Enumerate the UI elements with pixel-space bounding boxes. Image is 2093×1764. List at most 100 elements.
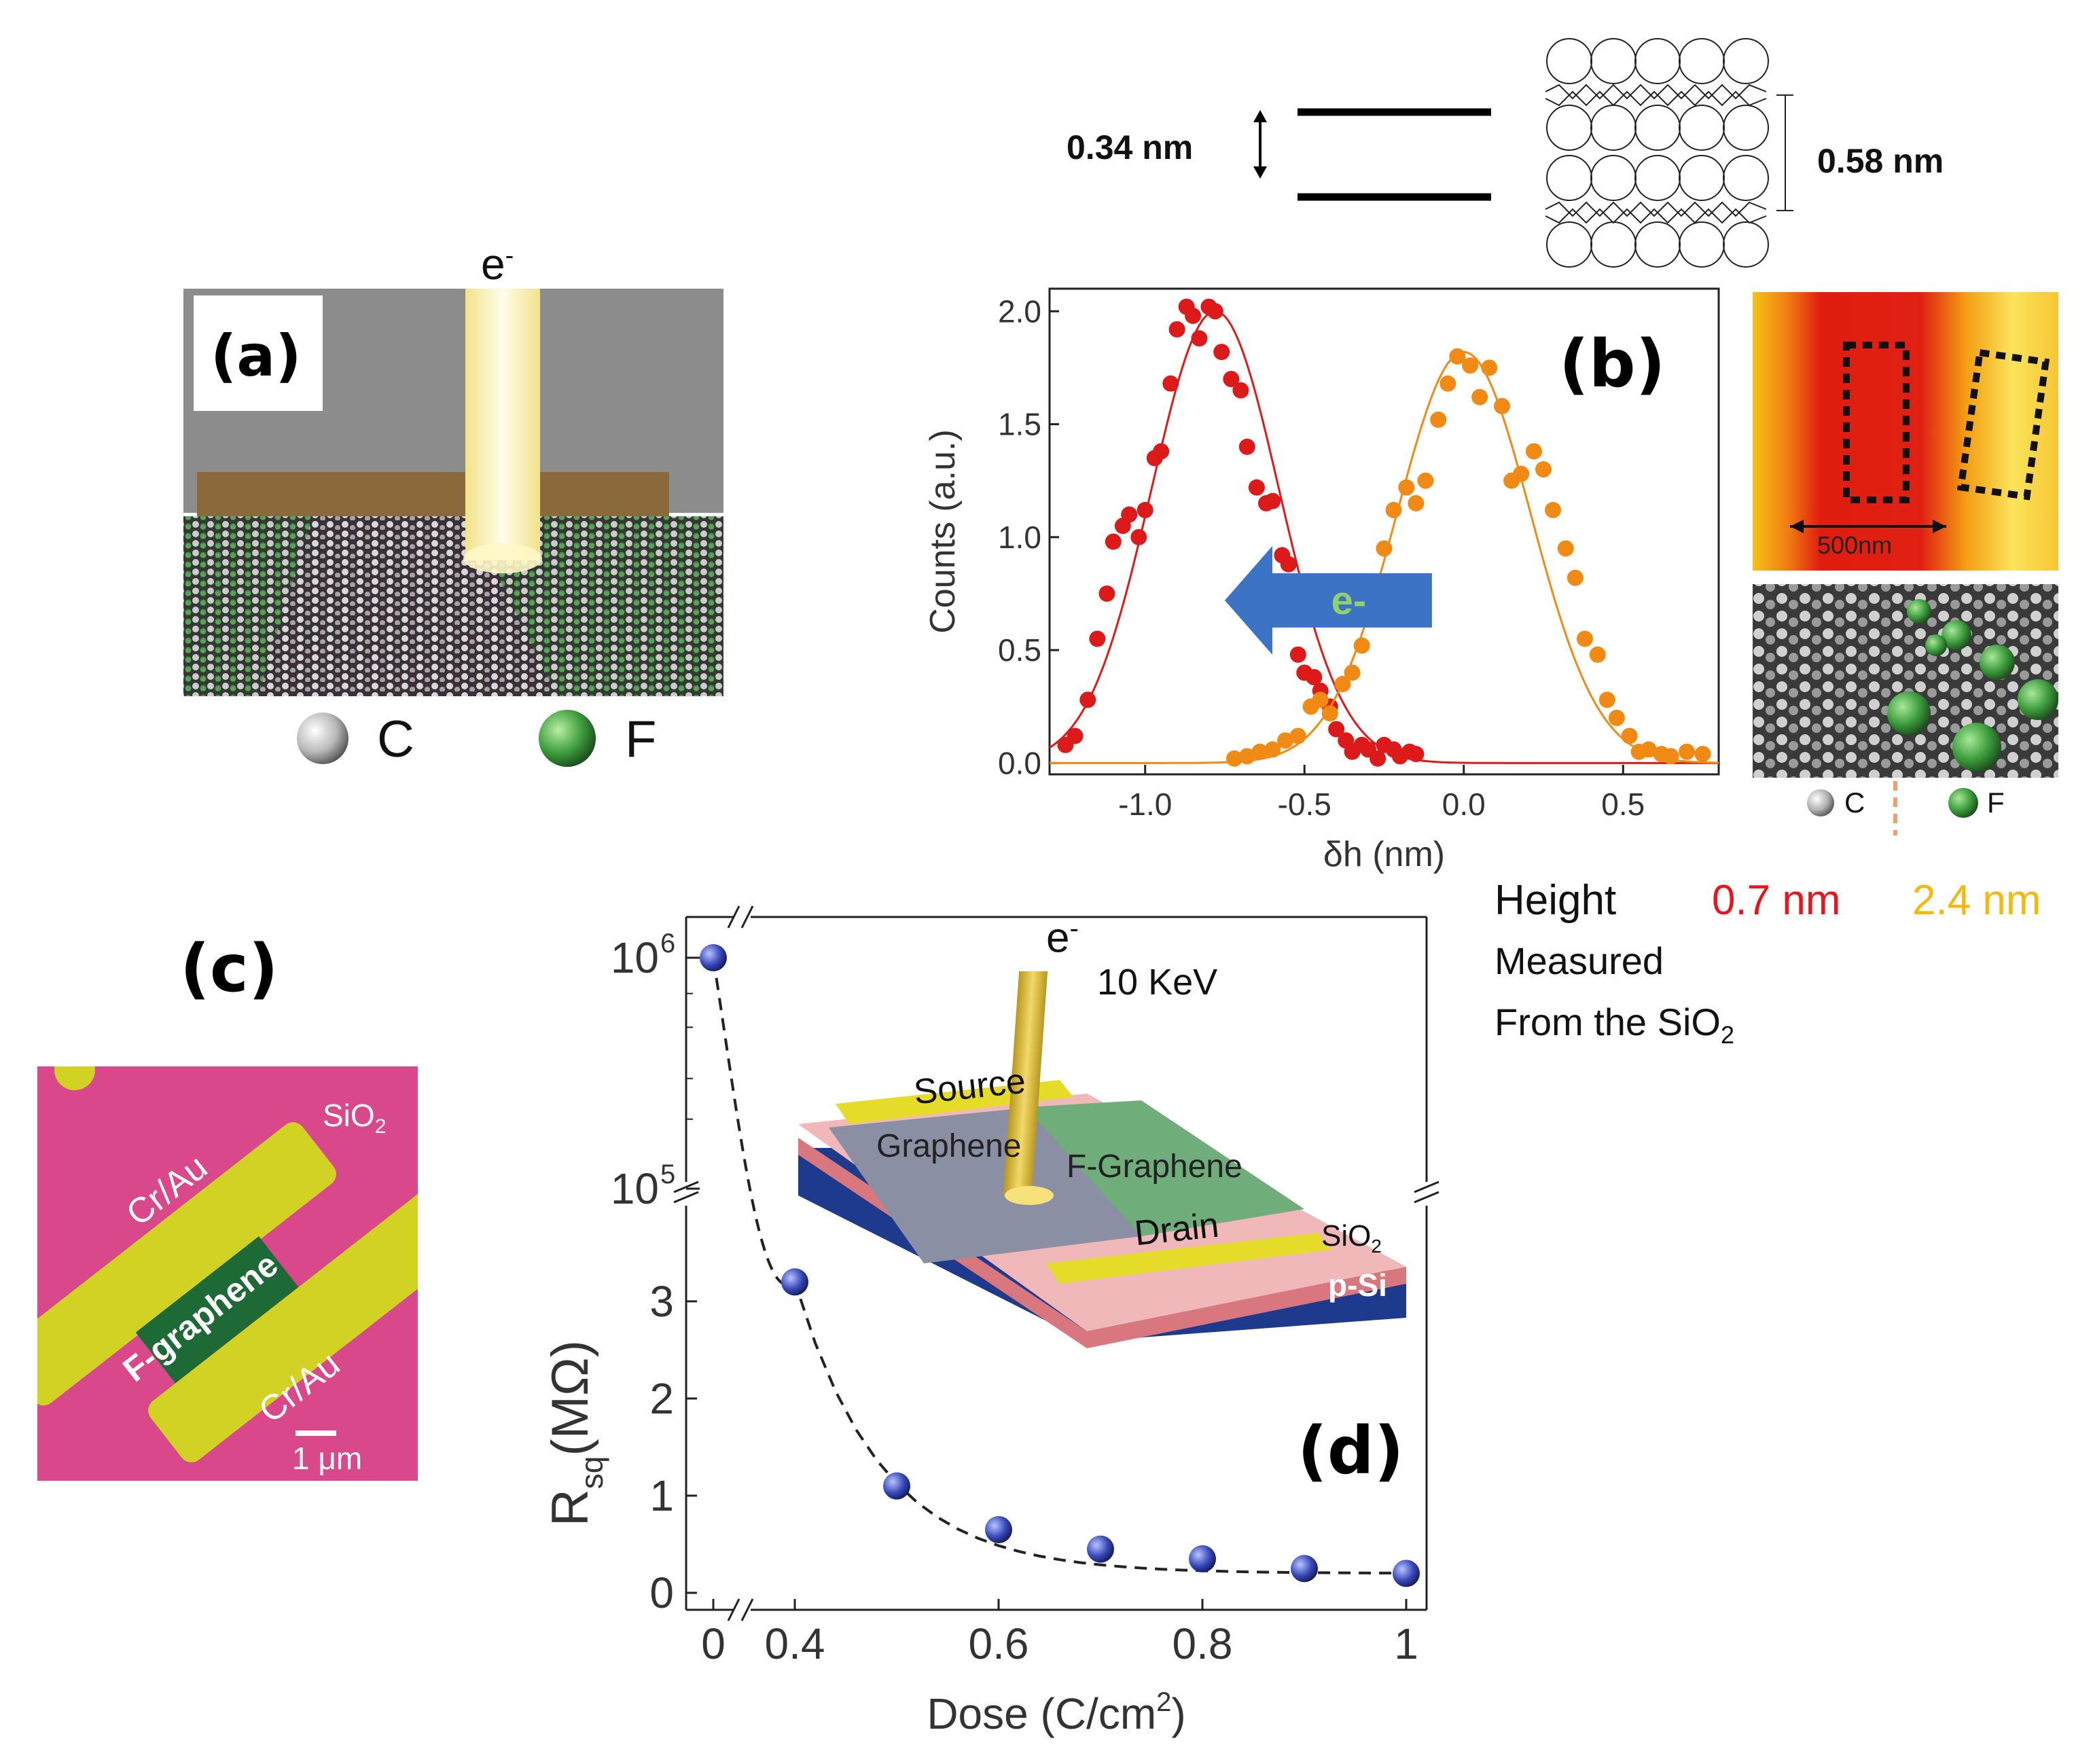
fluorographite-stack	[1545, 38, 1793, 268]
data-point-pristine	[1251, 743, 1268, 760]
data-point-pristine	[1226, 750, 1243, 767]
panel-a-legend-f: F	[625, 710, 657, 768]
inset-energy: 10 KeV	[1097, 962, 1218, 1003]
afm-and-lattice-images	[1753, 292, 2058, 1012]
data-point	[883, 1472, 910, 1500]
data-point-pristine	[1481, 359, 1498, 376]
legend-carbon-sphere	[297, 713, 348, 764]
panel-c-sio2: SiO2	[323, 1098, 387, 1138]
measured-line-2: From the SiO2	[1495, 1001, 1734, 1049]
panel-c-sem-image: SiO2 Cr/Au F-graphene Cr/Au 1 μm	[0, 1049, 484, 1481]
data-point-pristine	[1449, 348, 1466, 365]
height-value-fluorinated: 0.7 nm	[1712, 877, 1841, 924]
panel-b-label: (b)	[1559, 326, 1666, 402]
panel-a-fluorinated-region-left	[183, 516, 312, 696]
data-point-fluorinated	[1280, 556, 1297, 573]
lattice-image	[1753, 584, 2058, 778]
panel-b-chart: -1.0 -0.5 0.0 0.5 0.0 0.5 1.0 1.5 2.0 δh (nm) Coun…	[876, 278, 1732, 876]
axis-break-mark	[727, 1598, 740, 1621]
afm-scale-label: 500nm	[1817, 531, 1893, 559]
panel-d-inset: e- 10 KeV Source Graphene F-Graphene Dra…	[788, 914, 1427, 1358]
data-point-fluorinated	[1121, 506, 1138, 523]
height-value-pristine: 2.4 nm	[1912, 877, 2041, 924]
panel-a: (a) e- C F	[177, 240, 734, 788]
data-point-fluorinated	[1238, 438, 1255, 455]
x-tick-label: 0.5	[1601, 787, 1645, 822]
spacing-label-graphite: 0.34 nm	[1067, 128, 1194, 166]
data-point-pristine	[1694, 746, 1711, 763]
y-axis-label: Counts (a.u.)	[923, 429, 963, 634]
panel-c-label: (c)	[180, 931, 279, 1007]
data-point-fluorinated	[1162, 375, 1179, 392]
arrow-label: e-	[1331, 579, 1367, 623]
data-point-fluorinated	[1185, 307, 1202, 324]
data-point-fluorinated	[1306, 669, 1323, 685]
panel-a-legend-c: C	[377, 710, 414, 768]
inset-graphene: Graphene	[876, 1128, 1022, 1164]
axis-break-mark	[673, 1191, 699, 1204]
data-point	[1291, 1555, 1318, 1583]
panel-b-legend-f: F	[1987, 787, 2005, 818]
x-tick-label: 0.8	[1173, 1619, 1233, 1668]
data-point-fluorinated	[1232, 382, 1249, 399]
y-tick-exponent: 5	[660, 1159, 675, 1189]
data-point	[985, 1516, 1012, 1544]
y-tick-label: 1.5	[998, 407, 1041, 442]
data-point-fluorinated	[1370, 750, 1387, 767]
x-tick-label: -0.5	[1278, 787, 1331, 822]
legend-fluorine-sphere	[1948, 788, 1978, 818]
inset-beam-label: e-	[1046, 914, 1079, 962]
data-point-fluorinated	[1079, 691, 1096, 708]
axis-break-mark	[1414, 1181, 1439, 1193]
electron-flow-arrow	[1224, 545, 1432, 655]
data-point-fluorinated	[1223, 371, 1240, 388]
y-tick-label: 3	[649, 1277, 674, 1326]
data-point-pristine	[1385, 501, 1402, 518]
data-point-pristine	[1621, 727, 1638, 744]
data-point-pristine	[1238, 748, 1255, 765]
data-point-pristine	[1321, 705, 1338, 722]
afm-box-fluorinated	[1843, 342, 1910, 503]
legend-fluorine-sphere	[539, 710, 596, 767]
x-tick-label: 0.0	[1442, 787, 1486, 822]
data-point-pristine	[1312, 691, 1329, 708]
y-tick-label: 0.0	[998, 745, 1041, 780]
data-point-fluorinated	[1289, 646, 1306, 663]
y-tick-label: 0	[649, 1568, 674, 1617]
height-histogram-plot: -1.0 -0.5 0.0 0.5 0.0 0.5 1.0 1.5 2.0 δh (nm) Coun…	[923, 287, 1720, 874]
panel-d-chart: 0 0.4 0.6 0.8 1 0 1 2 3 10 6 10 5 Dose (C/cm2) Rsq(MΩ)…	[516, 890, 1467, 1759]
fit-curve-dashed	[712, 957, 1407, 1574]
data-point-pristine	[1439, 375, 1456, 392]
data-point-pristine	[1289, 727, 1306, 744]
data-point-fluorinated	[1130, 528, 1147, 545]
data-point-fluorinated	[1408, 746, 1425, 763]
x-tick-label: 0.4	[765, 1619, 825, 1668]
spacing-label-fluorographite: 0.58 nm	[1817, 142, 1944, 180]
y-tick-exponent: 6	[660, 929, 675, 958]
y-tick-label-log: 10	[611, 1164, 659, 1213]
height-annotation: Height 0.7 nm 2.4 nm Measured From the S…	[1495, 876, 2092, 1066]
data-point-fluorinated	[1105, 533, 1122, 550]
data-point-pristine	[1353, 637, 1370, 654]
data-point-pristine	[1398, 479, 1415, 496]
afm-box-pristine	[1956, 348, 2050, 501]
y-tick-label: 2	[649, 1374, 674, 1423]
data-point-pristine	[1608, 709, 1625, 726]
x-tick-label: 0	[701, 1619, 726, 1668]
panel-a-beam-label: e-	[481, 240, 514, 289]
inset-psi: p-Si	[1328, 1267, 1387, 1303]
data-point-pristine	[1277, 732, 1294, 749]
x-axis-label: Dose (C/cm2)	[927, 1687, 1185, 1738]
height-label: Height	[1495, 877, 1617, 924]
data-point	[1087, 1535, 1114, 1563]
electrode-top	[0, 1122, 336, 1406]
data-point-pristine	[1577, 630, 1593, 647]
data-point-pristine	[1513, 465, 1530, 482]
data-point-fluorinated	[1191, 330, 1208, 347]
panel-b-afm: 500nm C F	[1753, 292, 2058, 1012]
data-point-fluorinated	[1248, 479, 1265, 496]
y-tick-label-log: 10	[611, 933, 659, 982]
data-point-pristine	[1334, 675, 1351, 692]
data-point-fluorinated	[1089, 630, 1106, 647]
fit-curve-pristine	[1050, 350, 1719, 764]
